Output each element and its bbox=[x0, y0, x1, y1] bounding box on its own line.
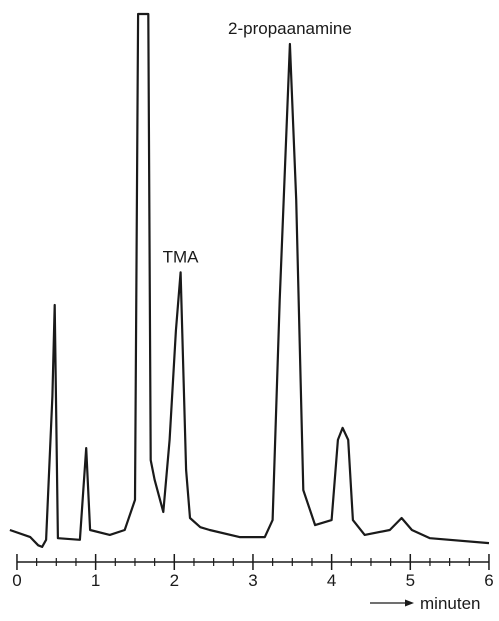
arrow-head bbox=[405, 599, 414, 607]
peak-annotation: TMA bbox=[163, 247, 200, 266]
x-tick-label: 1 bbox=[91, 571, 100, 590]
x-tick-label: 3 bbox=[248, 571, 257, 590]
x-tick-label: 5 bbox=[406, 571, 415, 590]
signal-line bbox=[9, 12, 490, 548]
x-tick-label: 2 bbox=[170, 571, 179, 590]
x-tick-label: 0 bbox=[12, 571, 21, 590]
x-tick-label: 6 bbox=[484, 571, 493, 590]
x-tick-label: 4 bbox=[327, 571, 336, 590]
x-axis-label: minuten bbox=[420, 594, 480, 613]
peak-annotation: 2-propaanamine bbox=[228, 19, 352, 38]
